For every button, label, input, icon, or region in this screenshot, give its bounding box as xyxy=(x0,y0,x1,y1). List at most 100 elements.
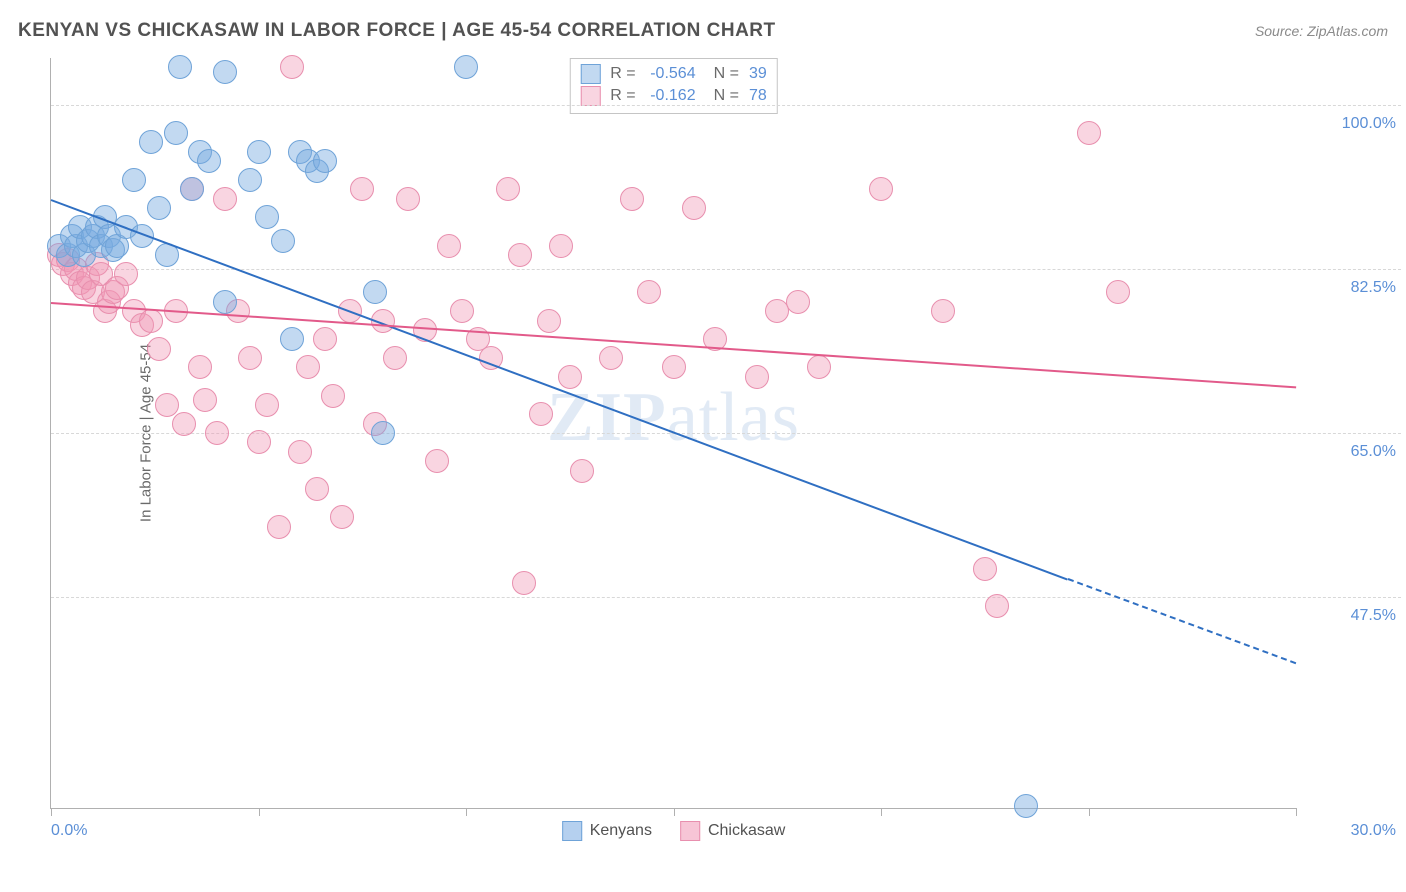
data-point xyxy=(280,55,304,79)
data-point xyxy=(180,177,204,201)
n-value-kenyans: 39 xyxy=(749,65,767,83)
stats-row-kenyans: R = -0.564 N = 39 xyxy=(580,63,766,85)
data-point xyxy=(213,290,237,314)
legend-item-kenyans: Kenyans xyxy=(562,821,652,841)
n-label: N = xyxy=(714,65,739,83)
data-point xyxy=(1014,794,1038,818)
x-tick xyxy=(1296,808,1297,816)
data-point xyxy=(637,280,661,304)
data-point xyxy=(437,234,461,258)
data-point xyxy=(508,243,532,267)
data-point xyxy=(255,393,279,417)
data-point xyxy=(599,346,623,370)
data-point xyxy=(172,412,196,436)
data-point xyxy=(383,346,407,370)
data-point xyxy=(139,130,163,154)
data-point xyxy=(425,449,449,473)
chart-header: KENYAN VS CHICKASAW IN LABOR FORCE | AGE… xyxy=(18,20,1388,42)
n-label: N = xyxy=(714,87,739,105)
x-tick xyxy=(881,808,882,816)
data-point xyxy=(973,557,997,581)
stats-row-chickasaw: R = -0.162 N = 78 xyxy=(580,85,766,107)
data-point xyxy=(147,196,171,220)
swatch-chickasaw xyxy=(580,86,600,106)
data-point xyxy=(313,327,337,351)
data-point xyxy=(807,355,831,379)
data-point xyxy=(512,571,536,595)
data-point xyxy=(114,262,138,286)
data-point xyxy=(371,421,395,445)
swatch-kenyans xyxy=(580,64,600,84)
data-point xyxy=(288,440,312,464)
data-point xyxy=(213,60,237,84)
r-value-chickasaw: -0.162 xyxy=(642,87,696,105)
data-point xyxy=(168,55,192,79)
r-label: R = xyxy=(610,65,635,83)
data-point xyxy=(662,355,686,379)
data-point xyxy=(139,309,163,333)
chart-source: Source: ZipAtlas.com xyxy=(1255,23,1388,39)
data-point xyxy=(985,594,1009,618)
x-tick xyxy=(674,808,675,816)
data-point xyxy=(205,421,229,445)
plot-area: In Labor Force | Age 45-54 ZIPatlas R = … xyxy=(50,58,1296,809)
data-point xyxy=(745,365,769,389)
data-point xyxy=(197,149,221,173)
x-tick xyxy=(51,808,52,816)
gridline xyxy=(51,597,1401,598)
data-point xyxy=(296,355,320,379)
data-point xyxy=(213,187,237,211)
data-point xyxy=(549,234,573,258)
data-point xyxy=(330,505,354,529)
data-point xyxy=(786,290,810,314)
y-tick-label: 82.5% xyxy=(1316,279,1396,297)
data-point xyxy=(267,515,291,539)
data-point xyxy=(869,177,893,201)
data-point xyxy=(1077,121,1101,145)
data-point xyxy=(271,229,295,253)
x-max-label: 30.0% xyxy=(1351,822,1396,840)
data-point xyxy=(147,337,171,361)
x-min-label: 0.0% xyxy=(51,822,87,840)
data-point xyxy=(122,168,146,192)
legend-swatch-chickasaw xyxy=(680,821,700,841)
data-point xyxy=(682,196,706,220)
data-point xyxy=(188,355,212,379)
data-point xyxy=(454,55,478,79)
data-point xyxy=(255,205,279,229)
gridline xyxy=(51,105,1401,106)
legend-swatch-kenyans xyxy=(562,821,582,841)
data-point xyxy=(931,299,955,323)
gridline xyxy=(51,269,1401,270)
x-tick xyxy=(466,808,467,816)
data-point xyxy=(570,459,594,483)
data-point xyxy=(305,477,329,501)
y-tick-label: 47.5% xyxy=(1316,607,1396,625)
trendline xyxy=(1067,578,1296,664)
data-point xyxy=(247,430,271,454)
watermark-b: atlas xyxy=(667,379,800,456)
data-point xyxy=(1106,280,1130,304)
y-tick-label: 100.0% xyxy=(1316,115,1396,133)
y-tick-label: 65.0% xyxy=(1316,443,1396,461)
x-tick xyxy=(1089,808,1090,816)
data-point xyxy=(558,365,582,389)
legend-label-chickasaw: Chickasaw xyxy=(708,822,785,840)
data-point xyxy=(193,388,217,412)
data-point xyxy=(280,327,304,351)
data-point xyxy=(363,280,387,304)
data-point xyxy=(238,346,262,370)
legend-label-kenyans: Kenyans xyxy=(590,822,652,840)
data-point xyxy=(529,402,553,426)
data-point xyxy=(164,121,188,145)
legend-item-chickasaw: Chickasaw xyxy=(680,821,785,841)
data-point xyxy=(321,384,345,408)
data-point xyxy=(450,299,474,323)
x-tick xyxy=(259,808,260,816)
data-point xyxy=(537,309,561,333)
r-value-kenyans: -0.564 xyxy=(642,65,696,83)
data-point xyxy=(396,187,420,211)
data-point xyxy=(496,177,520,201)
series-legend: Kenyans Chickasaw xyxy=(562,821,786,841)
data-point xyxy=(350,177,374,201)
